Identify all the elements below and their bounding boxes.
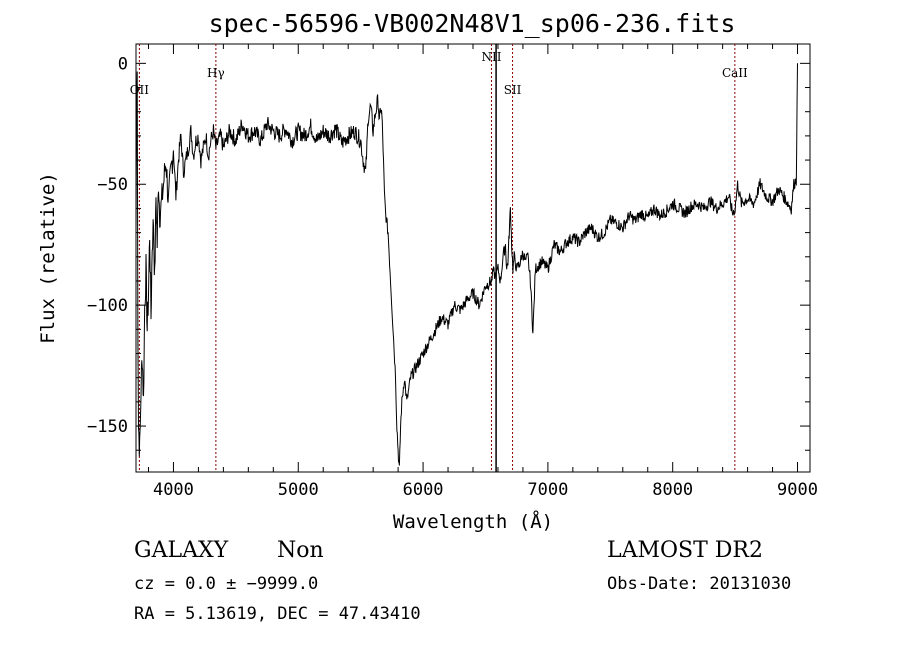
y-tick-label: 0 <box>118 54 128 74</box>
x-tick-label: 4000 <box>153 480 194 500</box>
coordinates: RA = 5.13619, DEC = 47.43410 <box>134 604 421 624</box>
object-class: GALAXY <box>134 538 229 563</box>
redshift-value: cz = 0.0 ± −9999.0 <box>134 574 319 594</box>
spectral-line-label: CaII <box>722 66 748 80</box>
x-tick-label: 7000 <box>527 480 568 500</box>
x-axis-label: Wavelength (Å) <box>393 510 553 533</box>
spectral-line-label: NII <box>481 50 501 64</box>
y-tick-label: −150 <box>87 417 128 437</box>
y-tick-label: −100 <box>87 296 128 316</box>
x-tick-label: 9000 <box>777 480 818 500</box>
data-release: LAMOST DR2 <box>607 538 763 563</box>
x-tick-label: 8000 <box>652 480 693 500</box>
x-tick-label: 5000 <box>278 480 319 500</box>
observation-date: Obs-Date: 20131030 <box>607 574 792 594</box>
axis-ticks: 4000 5000 6000 7000 8000 9000 0 −50 −100 −150 <box>87 44 818 500</box>
spectral-line-label: SII <box>504 83 522 97</box>
x-tick-label: 6000 <box>403 480 444 500</box>
spectral-line-label: Hγ <box>207 66 225 80</box>
y-axis-label: Flux (relative) <box>37 172 59 344</box>
object-subclass: Non <box>277 538 324 563</box>
y-tick-label: −50 <box>97 175 128 195</box>
spectrum-line <box>135 63 798 466</box>
chart-title: spec-56596-VB002N48V1_sp06-236.fits <box>209 9 736 38</box>
spectral-line-label: OII <box>130 83 150 97</box>
spectral-line-markers: OII Hγ NII SII CaII <box>130 44 748 472</box>
series-layer <box>135 63 798 466</box>
plot-frame <box>135 43 811 473</box>
